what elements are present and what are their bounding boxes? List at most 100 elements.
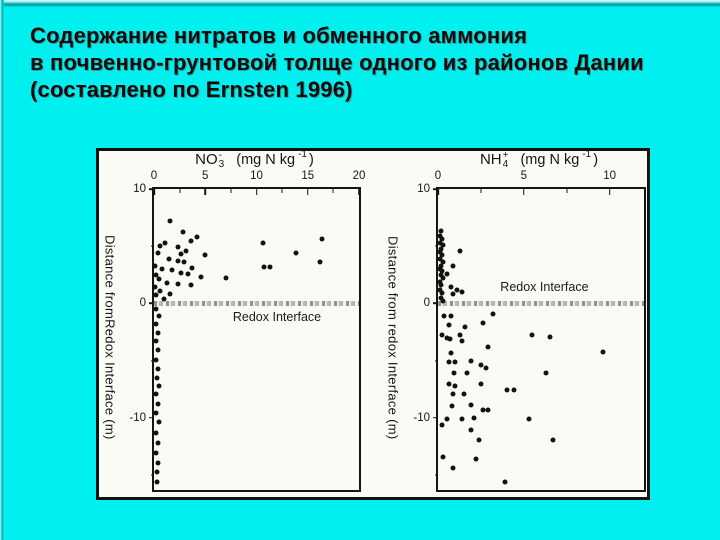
data-point <box>155 460 161 466</box>
y-axis-tick-label: 0 <box>423 297 430 310</box>
data-point <box>153 306 159 312</box>
data-point <box>446 359 452 365</box>
data-point <box>169 267 175 273</box>
data-point <box>448 284 454 290</box>
data-point <box>451 370 457 376</box>
data-point <box>485 344 491 350</box>
data-point <box>504 387 510 393</box>
redox-interface-line <box>438 300 644 306</box>
data-point <box>189 265 195 271</box>
y-axis-minor-tick <box>435 474 438 476</box>
data-point <box>454 287 460 293</box>
x-axis-minor-tick <box>480 189 482 193</box>
data-point <box>438 295 444 301</box>
x-axis-tick <box>523 189 525 195</box>
data-point <box>154 375 160 381</box>
y-axis-tick <box>149 417 154 419</box>
data-point <box>440 259 446 265</box>
data-point <box>152 263 158 269</box>
x-axis-minor-tick <box>230 189 232 193</box>
data-point <box>175 244 181 250</box>
data-point <box>161 296 167 302</box>
data-point <box>438 228 444 234</box>
figure-panel <box>96 148 650 500</box>
data-point <box>543 370 549 376</box>
no3-formula: NO -3 <box>195 149 225 170</box>
data-point <box>461 391 467 397</box>
data-point <box>202 252 208 258</box>
data-point <box>437 240 443 246</box>
y-axis-tick <box>433 188 438 190</box>
x-axis-minor-tick <box>179 189 181 193</box>
data-point <box>450 263 456 269</box>
data-point <box>437 279 443 285</box>
data-point <box>157 288 163 294</box>
data-point <box>547 334 553 340</box>
data-point <box>153 357 159 363</box>
data-point <box>444 335 450 341</box>
data-point <box>261 264 267 270</box>
y-axis-minor-tick <box>435 245 438 247</box>
data-point <box>468 402 474 408</box>
y-axis-tick <box>149 188 154 190</box>
data-point <box>439 332 445 338</box>
data-point <box>440 275 446 281</box>
x-axis-tick-label: 5 <box>202 170 209 182</box>
slide-title: Содержание нитратов и обменного аммония … <box>30 22 698 103</box>
data-point <box>178 270 184 276</box>
data-point <box>155 440 161 446</box>
data-point <box>464 370 470 376</box>
data-point <box>490 311 496 317</box>
y-axis-tick-label: 10 <box>133 183 146 195</box>
data-point <box>438 272 444 278</box>
y-axis-minor-tick <box>151 360 154 362</box>
data-point <box>449 403 455 409</box>
y-axis-tick <box>433 302 438 305</box>
data-point <box>600 349 606 355</box>
data-point <box>437 233 443 239</box>
nh4-units: (mg N kg -1) <box>520 149 599 168</box>
data-point <box>188 282 194 288</box>
data-point <box>437 256 443 262</box>
data-point <box>452 383 458 389</box>
data-point <box>293 250 299 256</box>
data-point <box>438 263 444 269</box>
data-point <box>446 322 452 328</box>
x-axis-tick-label: 10 <box>250 170 263 182</box>
x-axis-tick <box>358 189 360 195</box>
data-point <box>483 365 489 371</box>
data-point <box>437 266 443 272</box>
y-axis-tick-label: 0 <box>139 297 146 310</box>
data-point <box>471 415 477 421</box>
data-point <box>478 381 484 387</box>
data-point <box>448 350 454 356</box>
data-point <box>156 383 162 389</box>
data-point <box>440 298 446 304</box>
data-point <box>178 251 184 257</box>
data-point <box>450 391 456 397</box>
data-point <box>444 271 450 277</box>
slide-title-line-3: (составлено по Ernsten 1996) <box>30 77 353 102</box>
redox-interface-line <box>154 300 359 306</box>
data-point <box>180 229 186 235</box>
data-point <box>175 258 181 264</box>
data-point <box>439 268 445 274</box>
data-point <box>153 338 159 344</box>
data-point <box>438 246 444 251</box>
data-point <box>181 259 187 265</box>
slide-title-line-2: в почвенно-грунтовой толще одного из рай… <box>30 50 644 75</box>
x-axis-tick-label: 10 <box>603 170 617 182</box>
data-point <box>459 338 465 344</box>
data-point <box>155 401 161 407</box>
data-point <box>317 259 323 265</box>
data-point <box>452 359 458 365</box>
data-point <box>485 407 491 413</box>
data-point <box>155 330 161 336</box>
nh4-y-axis-label: Distance from redox Interface (m) <box>385 235 401 440</box>
data-point <box>439 290 445 296</box>
data-point <box>446 381 452 387</box>
data-point <box>468 427 474 433</box>
y-axis-tick-label: -10 <box>129 411 146 424</box>
data-point <box>154 469 160 475</box>
data-point <box>162 240 168 246</box>
